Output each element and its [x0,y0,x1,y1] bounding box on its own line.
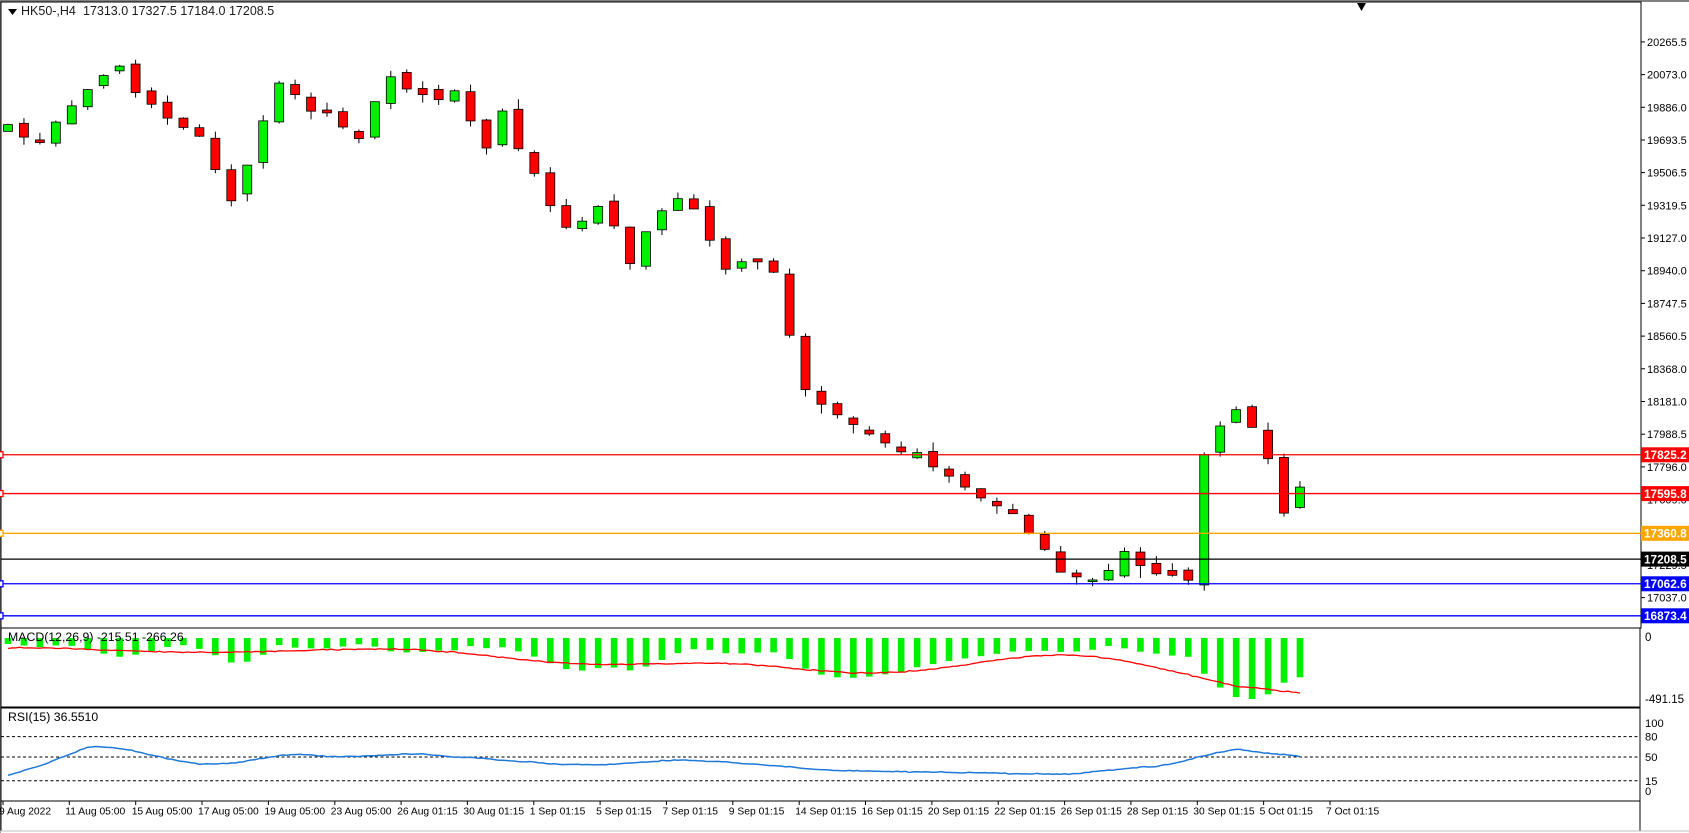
svg-text:30 Aug 01:15: 30 Aug 01:15 [463,807,524,818]
svg-text:28 Sep 01:15: 28 Sep 01:15 [1127,807,1189,818]
svg-text:19127.0: 19127.0 [1647,233,1687,245]
svg-text:17988.5: 17988.5 [1647,429,1687,441]
svg-text:17208.5: 17208.5 [1644,552,1687,566]
svg-text:18747.5: 18747.5 [1647,298,1687,310]
svg-text:17595.8: 17595.8 [1644,487,1687,501]
svg-text:15 Aug 05:00: 15 Aug 05:00 [132,807,193,818]
svg-text:20 Sep 01:15: 20 Sep 01:15 [928,807,990,818]
svg-text:26 Sep 01:15: 26 Sep 01:15 [1061,807,1123,818]
svg-text:7 Oct 01:15: 7 Oct 01:15 [1326,807,1380,818]
svg-text:11 Aug 05:00: 11 Aug 05:00 [65,807,125,818]
svg-text:5 Sep 01:15: 5 Sep 01:15 [596,807,652,818]
svg-text:0: 0 [1645,786,1651,798]
svg-text:9 Sep 01:15: 9 Sep 01:15 [729,807,785,818]
svg-text:19319.5: 19319.5 [1647,200,1687,212]
svg-text:100: 100 [1645,718,1664,730]
svg-text:18560.5: 18560.5 [1647,331,1687,343]
svg-text:22 Sep 01:15: 22 Sep 01:15 [994,807,1056,818]
svg-text:16873.4: 16873.4 [1644,609,1687,623]
svg-text:19886.0: 19886.0 [1647,102,1687,114]
svg-text:30 Sep 01:15: 30 Sep 01:15 [1193,807,1255,818]
svg-text:5 Oct 01:15: 5 Oct 01:15 [1260,807,1314,818]
svg-text:1 Sep 01:15: 1 Sep 01:15 [530,807,586,818]
svg-text:17 Aug 05:00: 17 Aug 05:00 [198,807,259,818]
svg-text:17796.0: 17796.0 [1647,462,1687,474]
svg-text:19693.5: 19693.5 [1647,135,1687,147]
svg-text:14 Sep 01:15: 14 Sep 01:15 [795,807,857,818]
svg-text:19506.5: 19506.5 [1647,168,1687,180]
svg-text:50: 50 [1645,752,1657,764]
svg-text:RSI(15) 36.5510: RSI(15) 36.5510 [8,710,98,724]
svg-text:16 Sep 01:15: 16 Sep 01:15 [862,807,924,818]
svg-text:-491.15: -491.15 [1645,694,1684,706]
svg-text:26 Aug 01:15: 26 Aug 01:15 [397,807,458,818]
svg-text:9 Aug 2022: 9 Aug 2022 [0,807,51,818]
svg-text:0: 0 [1645,632,1651,644]
svg-text:20265.5: 20265.5 [1647,37,1687,49]
svg-text:17062.6: 17062.6 [1644,577,1687,591]
svg-text:20073.0: 20073.0 [1647,70,1687,82]
svg-text:19 Aug 05:00: 19 Aug 05:00 [264,807,325,818]
svg-text:17037.0: 17037.0 [1647,593,1687,605]
svg-text:7 Sep 01:15: 7 Sep 01:15 [663,807,719,818]
svg-text:18181.0: 18181.0 [1647,397,1687,409]
svg-text:18940.0: 18940.0 [1647,266,1687,278]
svg-text:MACD(12,26,9) -215.51 -266.26: MACD(12,26,9) -215.51 -266.26 [8,630,184,644]
svg-text:17360.8: 17360.8 [1644,527,1687,541]
svg-text:80: 80 [1645,732,1657,744]
svg-text:17313.0 17327.5 17184.0 17208.: 17313.0 17327.5 17184.0 17208.5 [83,4,274,18]
svg-text:18368.0: 18368.0 [1647,364,1687,376]
svg-text:HK50-,H4: HK50-,H4 [21,4,76,18]
svg-text:17825.2: 17825.2 [1644,448,1687,462]
svg-text:23 Aug 05:00: 23 Aug 05:00 [331,807,392,818]
